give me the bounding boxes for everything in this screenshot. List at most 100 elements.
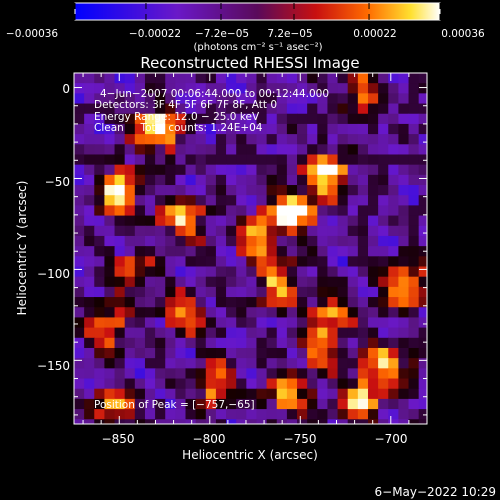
heatmap-cell	[74, 327, 85, 339]
heatmap-cell	[307, 144, 318, 156]
heatmap-cell	[388, 235, 399, 247]
y-axis-label: Heliocentric Y (arcsec)	[15, 181, 29, 316]
heatmap-cell	[378, 317, 389, 329]
heatmap-cell	[185, 307, 197, 319]
heatmap-cell	[276, 266, 288, 278]
heatmap-cell	[114, 225, 126, 237]
heatmap-cell	[337, 154, 349, 166]
heatmap-cell	[215, 358, 227, 369]
heatmap-cell	[74, 317, 85, 329]
heatmap-cell	[429, 114, 440, 125]
heatmap-cell	[165, 266, 176, 278]
heatmap-cell	[266, 93, 278, 105]
heatmap-cell	[165, 185, 176, 196]
heatmap-cell	[317, 358, 329, 369]
heatmap-cell	[226, 398, 237, 410]
heatmap-cell	[357, 185, 369, 196]
heatmap-cell	[165, 164, 176, 176]
x-tick-label: −800	[193, 432, 226, 446]
heatmap-cell	[94, 235, 106, 247]
heatmap-cell	[357, 276, 369, 288]
heatmap-cell	[317, 103, 329, 115]
heatmap-cell	[266, 307, 278, 319]
heatmap-cell	[398, 103, 410, 115]
heatmap-cell	[104, 246, 116, 257]
heatmap-cell	[357, 144, 369, 156]
heatmap-cell	[134, 388, 146, 400]
heatmap-cell	[297, 297, 308, 308]
heatmap-cell	[236, 113, 247, 125]
heatmap-cell	[337, 266, 349, 278]
heatmap-cell	[205, 317, 217, 329]
heatmap-cell	[236, 378, 247, 390]
heatmap-cell	[84, 144, 95, 156]
heatmap-cell	[418, 378, 427, 390]
heatmap-cell	[175, 83, 187, 94]
heatmap-cell	[236, 358, 247, 369]
heatmap-cell	[256, 297, 268, 308]
heatmap-cell	[205, 215, 217, 227]
heatmap-cell	[84, 154, 95, 166]
heatmap-cell	[378, 358, 389, 369]
heatmap-cell	[205, 93, 217, 105]
heatmap-cell	[175, 276, 187, 288]
heatmap-cell	[337, 225, 349, 237]
heatmap-cell	[134, 317, 146, 329]
heatmap-cell	[124, 113, 136, 125]
heatmap-cell	[124, 73, 136, 84]
heatmap-cell	[307, 256, 318, 268]
heatmap-cell	[398, 195, 410, 206]
heatmap-cell	[388, 215, 399, 227]
heatmap-cell	[215, 83, 227, 94]
heatmap-cell	[134, 235, 146, 247]
heatmap-cell	[215, 317, 227, 329]
heatmap-cell	[367, 388, 379, 400]
heatmap-cell	[144, 205, 156, 217]
heatmap-cell	[236, 144, 247, 156]
heatmap-cell	[378, 174, 389, 186]
heatmap-cell	[165, 297, 176, 308]
heatmap-cell	[337, 174, 349, 186]
heatmap-cell	[155, 307, 166, 319]
heatmap-cell	[266, 205, 278, 217]
heatmap-cell	[337, 103, 349, 115]
heatmap-cell	[246, 398, 258, 410]
heatmap-cell	[165, 368, 176, 380]
heatmap-cell	[307, 419, 318, 424]
heatmap-cell	[165, 378, 176, 390]
heatmap-cell	[429, 379, 440, 390]
heatmap-cell	[134, 164, 146, 176]
heatmap-cell	[408, 378, 420, 390]
heatmap-cell	[215, 103, 227, 115]
heatmap-cell	[236, 73, 247, 84]
heatmap-cell	[388, 419, 399, 424]
heatmap-cell	[418, 246, 427, 257]
heatmap-cell	[114, 113, 126, 125]
heatmap-cell	[327, 317, 339, 329]
heatmap-cell	[155, 297, 166, 308]
heatmap-cell	[236, 276, 247, 288]
heatmap-cell	[286, 93, 298, 105]
heatmap-cell	[226, 307, 237, 319]
heatmap-cell	[84, 378, 95, 390]
heatmap-cell	[327, 93, 339, 105]
heatmap-cell	[215, 388, 227, 400]
heatmap-cell	[367, 195, 379, 206]
heatmap-cell	[226, 409, 237, 420]
heatmap-cell	[256, 276, 268, 288]
heatmap-cell	[175, 398, 187, 410]
heatmap-cell	[124, 307, 136, 319]
heatmap-cell	[418, 174, 427, 186]
heatmap-cell	[276, 225, 288, 237]
heatmap-cell	[408, 93, 420, 105]
heatmap-cell	[337, 286, 349, 298]
heatmap-cell	[185, 347, 197, 359]
heatmap-cell	[337, 419, 349, 424]
heatmap-cell	[256, 83, 268, 94]
heatmap-cell	[266, 266, 278, 278]
y-tick-label: −150	[37, 359, 70, 373]
heatmap-cell	[236, 174, 247, 186]
heatmap-cell	[155, 378, 166, 390]
heatmap-cell	[307, 337, 318, 349]
heatmap-cell	[429, 399, 440, 410]
